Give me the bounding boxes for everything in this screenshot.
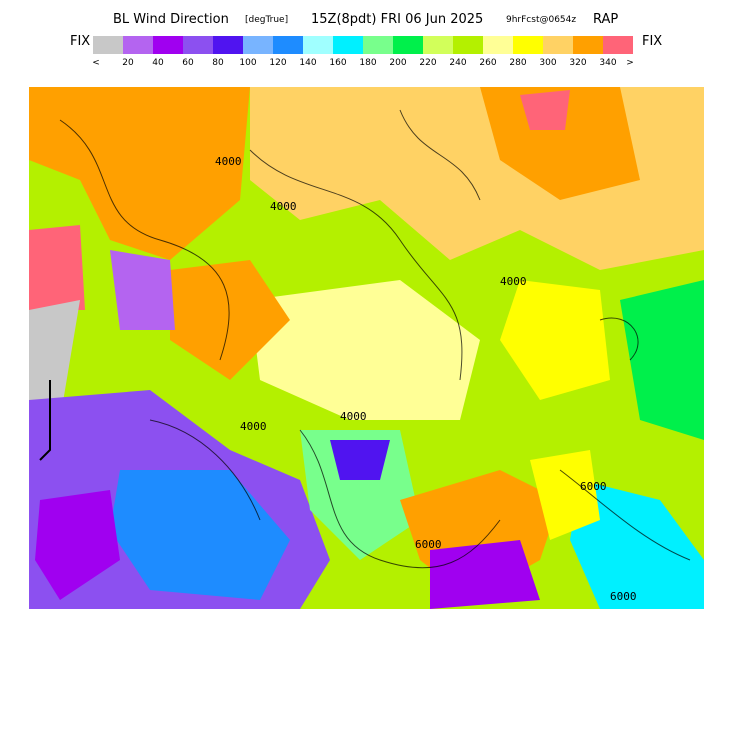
legend-swatch (393, 36, 423, 54)
legend-label: 80 (212, 58, 224, 68)
contour-label: 4000 (500, 275, 527, 288)
legend-label: 40 (152, 58, 164, 68)
contour-label: 4000 (340, 410, 367, 423)
forecast: 9hrFcst@0654z (506, 15, 576, 25)
units: [degTrue] (245, 15, 288, 25)
contour-label: 6000 (610, 590, 637, 603)
contour-label: 4000 (215, 155, 242, 168)
title: BL Wind Direction (113, 12, 229, 27)
legend-label: 320 (569, 58, 586, 68)
legend-swatch (573, 36, 603, 54)
legend-label: > (626, 58, 634, 68)
legend-right-label: FIX (642, 34, 662, 49)
legend-label: 220 (419, 58, 436, 68)
contour-label: 4000 (240, 420, 267, 433)
legend-swatch (93, 36, 123, 54)
legend-label: 120 (269, 58, 286, 68)
legend-left-label: FIX (70, 34, 90, 49)
legend-swatch (363, 36, 393, 54)
legend-label: 140 (299, 58, 316, 68)
legend: <20 40 60 80 100 120 140 160 180 200 220 240 260 280 3… (92, 36, 634, 68)
legend-swatch (543, 36, 573, 54)
model: RAP (593, 12, 618, 27)
map (29, 87, 704, 609)
legend-label: 180 (359, 58, 376, 68)
legend-label: 260 (479, 58, 496, 68)
legend-swatch (513, 36, 543, 54)
legend-swatch (243, 36, 273, 54)
legend-swatch (423, 36, 453, 54)
legend-swatch (213, 36, 243, 54)
legend-swatch (333, 36, 363, 54)
legend-label: 280 (509, 58, 526, 68)
legend-swatch (273, 36, 303, 54)
legend-label: < (92, 58, 100, 68)
legend-label: 240 (449, 58, 466, 68)
legend-swatch (153, 36, 183, 54)
contour-label: 6000 (415, 538, 442, 551)
valid-time: 15Z(8pdt) FRI 06 Jun 2025 (311, 12, 483, 27)
legend-swatch (603, 36, 633, 54)
legend-swatch (453, 36, 483, 54)
legend-label: 160 (329, 58, 346, 68)
contour-label: 4000 (270, 200, 297, 213)
legend-label: 20 (122, 58, 134, 68)
legend-swatch (183, 36, 213, 54)
legend-label: 340 (599, 58, 616, 68)
legend-swatch (303, 36, 333, 54)
legend-label: 300 (539, 58, 556, 68)
legend-swatch (483, 36, 513, 54)
contour-label: 6000 (580, 480, 607, 493)
legend-label: 60 (182, 58, 194, 68)
legend-label: 100 (239, 58, 256, 68)
legend-swatch (123, 36, 153, 54)
legend-label: 200 (389, 58, 406, 68)
